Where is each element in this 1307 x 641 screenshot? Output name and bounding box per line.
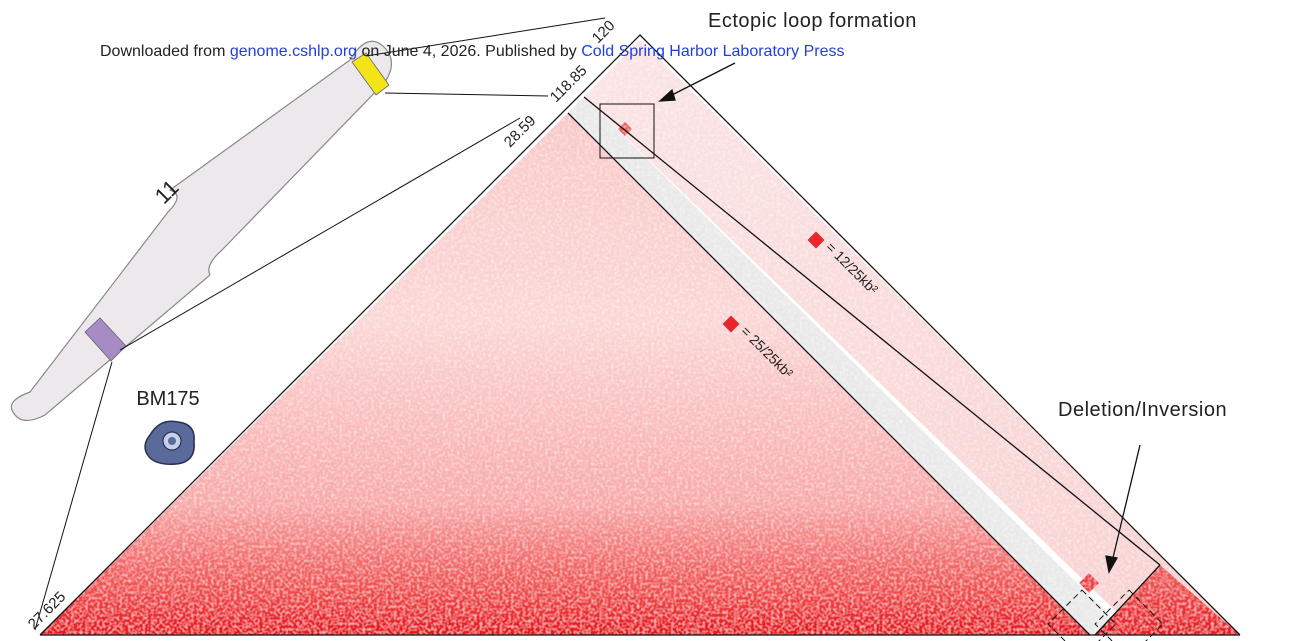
page: {"banner":{"prefix":"Downloaded from","s… [0,0,1307,641]
banner: Downloaded from genome.cshlp.org on June… [100,43,844,60]
annotation: Deletion/Inversion [1058,399,1227,421]
annotation: Ectopic loop formation [708,10,917,32]
cell-icon [145,421,194,464]
banner-site[interactable]: genome.cshlp.org [230,43,357,60]
banner-published: . Published by [476,43,577,60]
figure: Downloaded from genome.cshlp.org on June… [0,0,1307,641]
banner-publisher[interactable]: Cold Spring Harbor Laboratory Press [581,43,844,60]
coordinate-label: 28.59 [501,112,540,151]
heatmap [40,40,1240,635]
cell-line-label: BM175 [136,388,199,410]
banner-prefix: Downloaded from [100,43,225,60]
banner-date: on June 4, 2026 [362,43,477,60]
